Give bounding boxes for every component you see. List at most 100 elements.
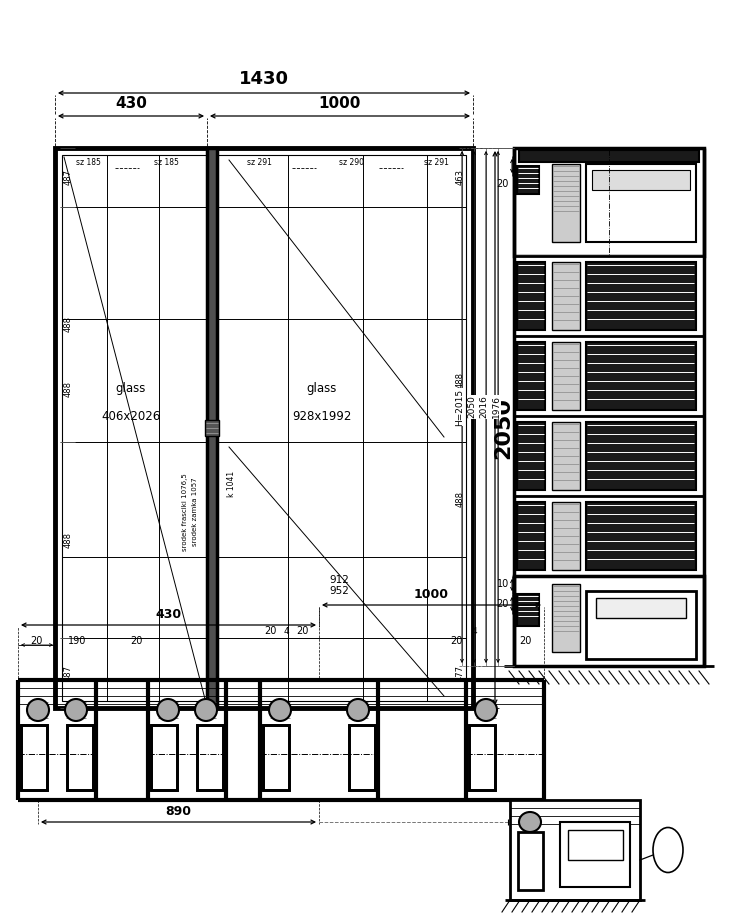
Bar <box>55 148 473 708</box>
Ellipse shape <box>347 699 369 721</box>
Text: 20: 20 <box>30 636 42 646</box>
Bar <box>517 342 545 410</box>
Text: 430: 430 <box>155 608 182 621</box>
Text: 190: 190 <box>68 636 86 646</box>
Bar <box>205 420 219 436</box>
Text: 1000: 1000 <box>319 96 361 111</box>
Bar <box>552 342 580 410</box>
Bar <box>517 594 539 626</box>
Text: 1976: 1976 <box>492 395 500 418</box>
Ellipse shape <box>157 699 179 721</box>
Text: 2050: 2050 <box>467 396 476 418</box>
Bar <box>518 832 543 890</box>
Ellipse shape <box>519 812 541 832</box>
Text: 20: 20 <box>296 626 308 636</box>
Bar <box>519 150 699 162</box>
Bar <box>510 800 640 900</box>
Text: 488: 488 <box>63 532 73 548</box>
Bar <box>586 164 696 242</box>
Bar <box>586 502 696 570</box>
Text: H=2015: H=2015 <box>456 389 464 426</box>
Text: srodek frasciki 1076,5: srodek frasciki 1076,5 <box>182 473 188 551</box>
Text: 20: 20 <box>130 636 142 646</box>
Bar <box>586 422 696 490</box>
Bar <box>514 256 704 336</box>
Text: k 1041: k 1041 <box>227 471 236 497</box>
Text: 430: 430 <box>115 96 147 111</box>
Text: 4: 4 <box>283 627 289 636</box>
Text: 488: 488 <box>456 491 464 508</box>
Bar <box>586 262 696 330</box>
Bar <box>586 591 696 659</box>
Text: sz 290: sz 290 <box>339 158 364 167</box>
Text: srodek zamka 1057: srodek zamka 1057 <box>192 478 198 546</box>
Text: 2050: 2050 <box>493 397 513 459</box>
Bar <box>552 262 580 330</box>
Bar <box>67 725 93 790</box>
Bar <box>596 598 686 618</box>
Bar <box>197 725 223 790</box>
Ellipse shape <box>475 699 497 721</box>
Bar <box>517 166 539 194</box>
Ellipse shape <box>195 699 217 721</box>
Text: 477: 477 <box>456 665 464 681</box>
Text: sz 185: sz 185 <box>76 158 101 167</box>
Text: 406x2026: 406x2026 <box>102 411 160 424</box>
Bar <box>517 502 545 570</box>
Bar <box>21 725 47 790</box>
Text: sz 291: sz 291 <box>424 158 448 167</box>
Bar <box>514 496 704 576</box>
Text: 487: 487 <box>63 170 73 186</box>
Bar <box>197 725 223 790</box>
Bar <box>263 725 289 790</box>
Bar <box>586 342 696 410</box>
Text: 20: 20 <box>497 599 509 609</box>
Text: 4: 4 <box>471 627 477 636</box>
Text: 10: 10 <box>497 579 509 589</box>
Text: sz 185: sz 185 <box>154 158 179 167</box>
Text: 463: 463 <box>456 170 464 186</box>
Bar <box>517 262 545 330</box>
Text: 20: 20 <box>497 179 509 189</box>
Bar <box>560 822 630 887</box>
Text: 488: 488 <box>63 317 73 332</box>
Text: glass: glass <box>306 382 337 395</box>
Bar <box>151 725 177 790</box>
Bar <box>21 725 47 790</box>
Bar <box>592 170 690 190</box>
Bar <box>263 725 289 790</box>
Text: 952: 952 <box>329 586 349 596</box>
Text: 20: 20 <box>263 626 276 636</box>
Bar <box>207 148 217 708</box>
Bar <box>514 576 704 666</box>
Text: glass: glass <box>116 382 146 395</box>
Bar <box>349 725 375 790</box>
Text: 488: 488 <box>456 372 464 389</box>
Text: 912: 912 <box>329 575 349 585</box>
Ellipse shape <box>27 699 49 721</box>
Bar <box>514 336 704 416</box>
Bar <box>67 725 93 790</box>
Bar <box>514 148 704 256</box>
Ellipse shape <box>269 699 291 721</box>
Bar <box>568 830 623 860</box>
Bar <box>552 584 580 652</box>
Text: 20: 20 <box>519 636 531 646</box>
Text: 928x1992: 928x1992 <box>292 411 351 424</box>
Bar <box>552 502 580 570</box>
Bar <box>552 422 580 490</box>
Text: 20: 20 <box>450 636 462 646</box>
Text: 487: 487 <box>63 665 73 681</box>
Text: 1430: 1430 <box>239 70 289 88</box>
Text: 488: 488 <box>63 381 73 397</box>
Bar <box>552 164 580 242</box>
Text: sz 291: sz 291 <box>247 158 272 167</box>
Bar <box>517 422 545 490</box>
Bar <box>151 725 177 790</box>
Ellipse shape <box>65 699 87 721</box>
Bar <box>514 416 704 496</box>
Bar <box>62 155 207 701</box>
Bar <box>217 155 466 701</box>
Bar <box>349 725 375 790</box>
Bar <box>469 725 495 790</box>
